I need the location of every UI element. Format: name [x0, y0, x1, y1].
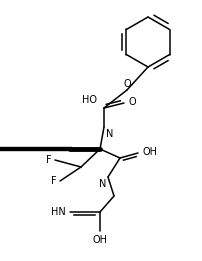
Text: N: N: [98, 179, 105, 189]
Text: N: N: [105, 129, 113, 139]
Text: F: F: [51, 176, 57, 186]
Text: HO: HO: [82, 95, 97, 105]
Text: HN: HN: [51, 207, 66, 217]
Text: OH: OH: [142, 147, 157, 157]
Text: OH: OH: [92, 235, 107, 245]
Text: O: O: [123, 79, 130, 89]
Text: F: F: [46, 155, 52, 165]
Text: O: O: [128, 97, 136, 107]
